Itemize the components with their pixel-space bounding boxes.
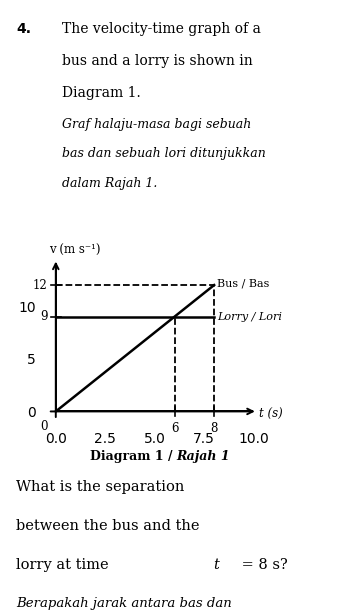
Text: 0: 0 [40,420,48,433]
Text: Graf halaju-masa bagi sebuah: Graf halaju-masa bagi sebuah [62,118,251,131]
Text: Rajah 1: Rajah 1 [176,450,230,463]
Text: bus and a lorry is shown in: bus and a lorry is shown in [62,54,252,68]
Text: Bus / Bas: Bus / Bas [217,279,269,289]
Text: t: t [214,558,220,572]
Text: What is the separation: What is the separation [16,480,184,495]
Text: between the bus and the: between the bus and the [16,519,199,533]
Text: Lorry / Lori: Lorry / Lori [217,312,282,322]
Text: 12: 12 [33,278,48,291]
Text: The velocity-time graph of a: The velocity-time graph of a [62,22,261,36]
Text: = 8 s?: = 8 s? [237,558,287,572]
Text: Diagram 1 /: Diagram 1 / [90,450,176,463]
Text: lorry at time: lorry at time [16,558,113,572]
Text: Berapakah jarak antara bas dan: Berapakah jarak antara bas dan [16,597,232,610]
Text: Diagram 1.: Diagram 1. [62,86,140,100]
Text: 8: 8 [210,422,218,435]
Text: t (s): t (s) [259,408,282,421]
Text: dalam Rajah 1.: dalam Rajah 1. [62,177,157,190]
Text: 9: 9 [40,310,48,323]
Text: 4.: 4. [16,22,31,36]
Text: bas dan sebuah lori ditunjukkan: bas dan sebuah lori ditunjukkan [62,147,265,160]
Text: 6: 6 [171,422,178,435]
Text: v (m s⁻¹): v (m s⁻¹) [49,243,100,257]
